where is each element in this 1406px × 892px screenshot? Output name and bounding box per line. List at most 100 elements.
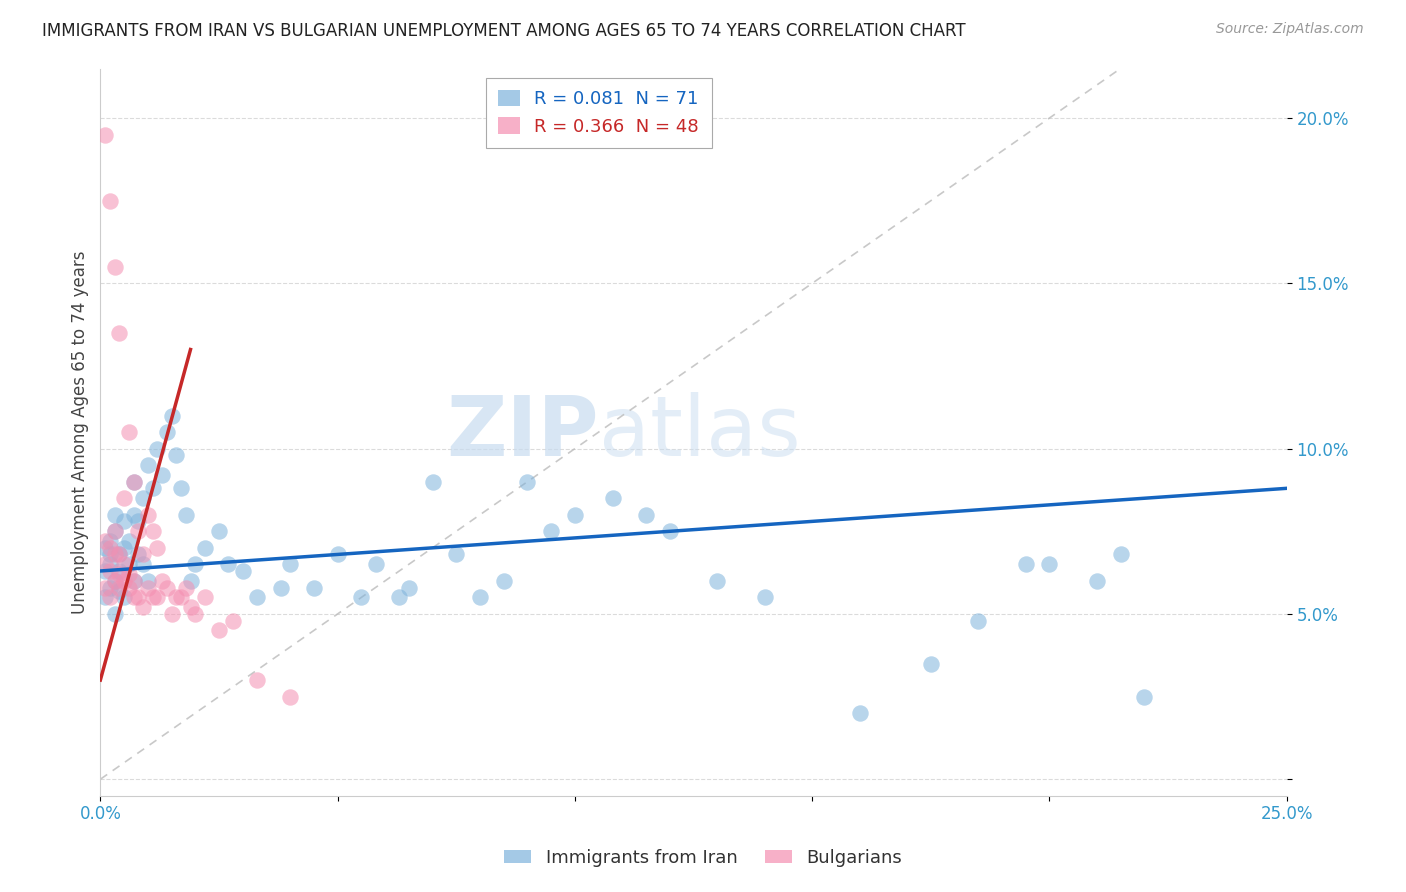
- Point: [127, 515, 149, 529]
- Point: [122, 475, 145, 489]
- Point: [108, 548, 131, 562]
- Point: [108, 564, 131, 578]
- Point: [246, 673, 269, 687]
- Point: [112, 591, 135, 605]
- Point: [184, 558, 207, 572]
- Point: [208, 524, 231, 539]
- Point: [136, 581, 159, 595]
- Point: [174, 581, 197, 595]
- Point: [156, 581, 179, 595]
- Point: [112, 574, 135, 588]
- Point: [122, 591, 145, 605]
- Point: [112, 491, 135, 506]
- Point: [422, 475, 444, 489]
- Point: [127, 591, 149, 605]
- Point: [232, 564, 254, 578]
- Point: [103, 574, 125, 588]
- Point: [388, 591, 411, 605]
- Point: [540, 524, 562, 539]
- Point: [122, 574, 145, 588]
- Point: [1133, 690, 1156, 704]
- Point: [246, 591, 269, 605]
- Point: [222, 614, 245, 628]
- Legend: Immigrants from Iran, Bulgarians: Immigrants from Iran, Bulgarians: [496, 842, 910, 874]
- Point: [103, 607, 125, 621]
- Point: [398, 581, 420, 595]
- Text: IMMIGRANTS FROM IRAN VS BULGARIAN UNEMPLOYMENT AMONG AGES 65 TO 74 YEARS CORRELA: IMMIGRANTS FROM IRAN VS BULGARIAN UNEMPL…: [42, 22, 966, 40]
- Text: ZIP: ZIP: [446, 392, 599, 473]
- Point: [112, 541, 135, 555]
- Point: [103, 574, 125, 588]
- Point: [170, 591, 193, 605]
- Point: [967, 614, 990, 628]
- Point: [141, 481, 163, 495]
- Point: [141, 591, 163, 605]
- Point: [270, 581, 292, 595]
- Point: [118, 581, 141, 595]
- Point: [94, 541, 117, 555]
- Point: [103, 260, 125, 274]
- Point: [136, 508, 159, 522]
- Point: [98, 558, 121, 572]
- Text: Source: ZipAtlas.com: Source: ZipAtlas.com: [1216, 22, 1364, 37]
- Point: [118, 558, 141, 572]
- Point: [94, 591, 117, 605]
- Point: [278, 558, 301, 572]
- Point: [326, 548, 349, 562]
- Point: [208, 624, 231, 638]
- Point: [165, 448, 187, 462]
- Point: [165, 591, 187, 605]
- Point: [98, 581, 121, 595]
- Point: [136, 574, 159, 588]
- Point: [492, 574, 515, 588]
- Point: [170, 481, 193, 495]
- Point: [98, 548, 121, 562]
- Point: [98, 564, 121, 578]
- Point: [516, 475, 538, 489]
- Text: atlas: atlas: [599, 392, 800, 473]
- Point: [112, 558, 135, 572]
- Point: [112, 515, 135, 529]
- Point: [98, 541, 121, 555]
- Point: [108, 581, 131, 595]
- Point: [194, 591, 217, 605]
- Point: [564, 508, 586, 522]
- Point: [122, 475, 145, 489]
- Point: [103, 524, 125, 539]
- Legend: R = 0.081  N = 71, R = 0.366  N = 48: R = 0.081 N = 71, R = 0.366 N = 48: [485, 78, 711, 148]
- Point: [132, 600, 155, 615]
- Point: [98, 534, 121, 549]
- Point: [754, 591, 776, 605]
- Point: [94, 558, 117, 572]
- Point: [94, 128, 117, 142]
- Point: [127, 524, 149, 539]
- Point: [127, 548, 149, 562]
- Point: [364, 558, 387, 572]
- Y-axis label: Unemployment Among Ages 65 to 74 years: Unemployment Among Ages 65 to 74 years: [72, 251, 89, 614]
- Point: [174, 508, 197, 522]
- Point: [108, 548, 131, 562]
- Point: [103, 548, 125, 562]
- Point: [468, 591, 491, 605]
- Point: [658, 524, 681, 539]
- Point: [848, 706, 870, 720]
- Point: [634, 508, 657, 522]
- Point: [118, 567, 141, 582]
- Point: [108, 583, 131, 598]
- Point: [179, 574, 201, 588]
- Point: [108, 567, 131, 582]
- Point: [444, 548, 467, 562]
- Point: [122, 508, 145, 522]
- Point: [122, 574, 145, 588]
- Point: [146, 442, 169, 456]
- Point: [160, 607, 183, 621]
- Point: [136, 458, 159, 473]
- Point: [103, 508, 125, 522]
- Point: [118, 534, 141, 549]
- Point: [302, 581, 325, 595]
- Point: [184, 607, 207, 621]
- Point: [146, 541, 169, 555]
- Point: [278, 690, 301, 704]
- Point: [350, 591, 373, 605]
- Point: [1085, 574, 1108, 588]
